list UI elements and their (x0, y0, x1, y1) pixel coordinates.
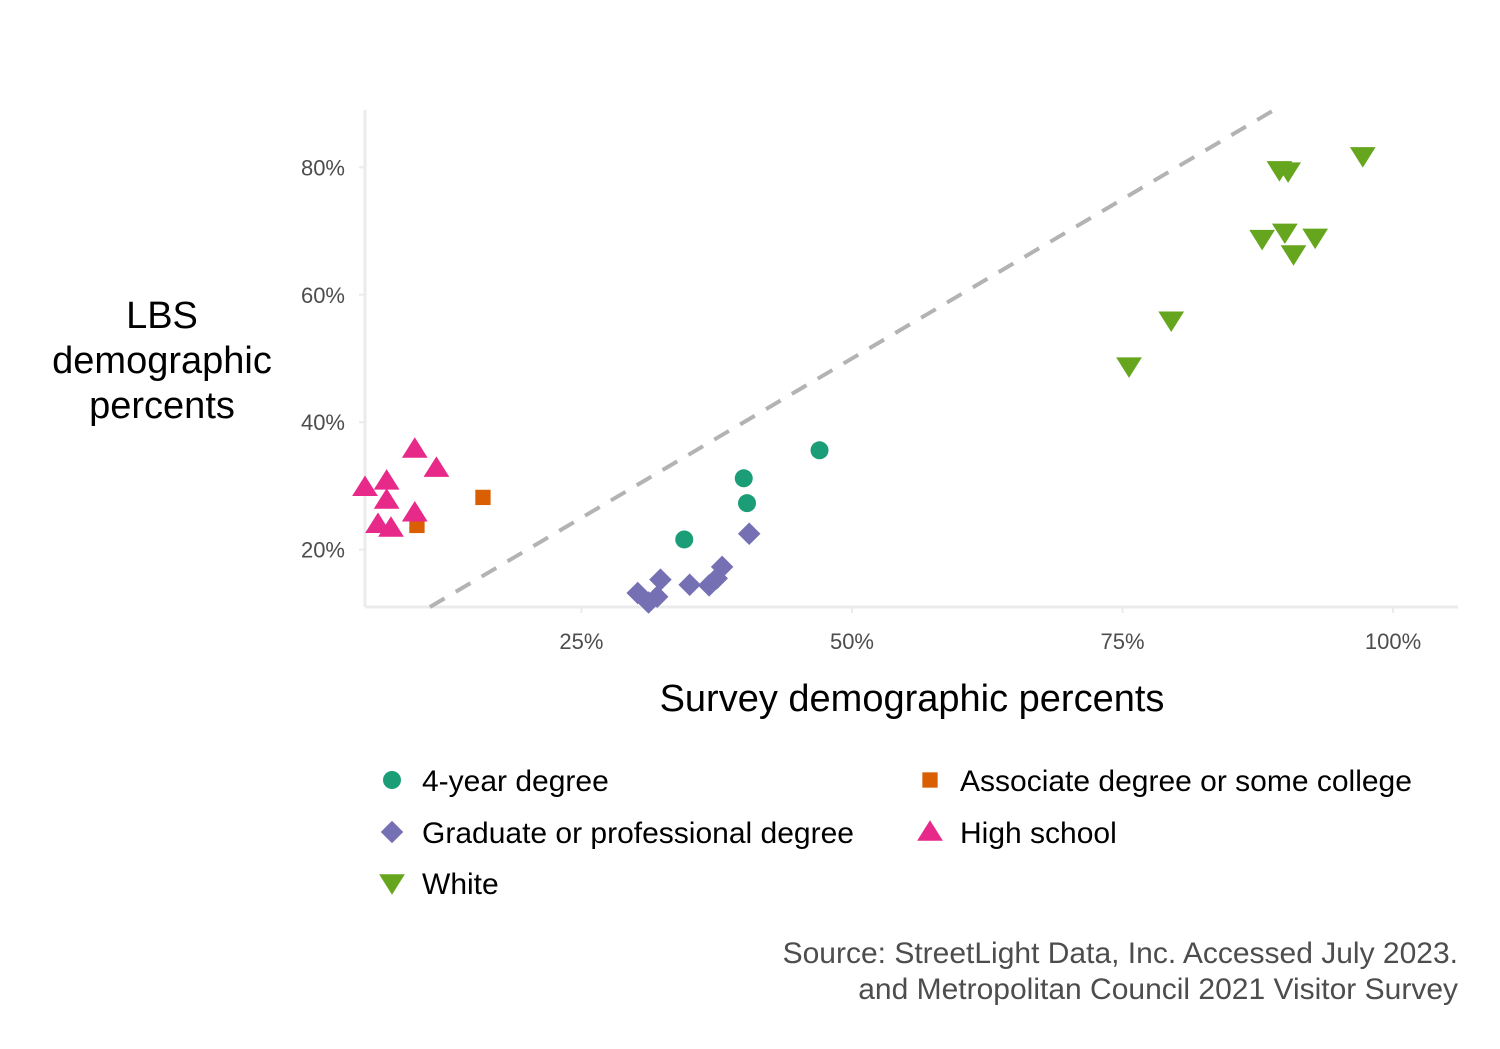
data-point-circle (675, 530, 694, 549)
data-point-triangle-down (1116, 357, 1142, 378)
caption-line: and Metropolitan Council 2021 Visitor Su… (858, 973, 1458, 1006)
data-points (352, 147, 1376, 614)
data-point-circle (738, 494, 757, 513)
data-point-diamond (678, 573, 701, 596)
data-point-triangle-up (401, 500, 428, 522)
data-point-triangle-down (1280, 245, 1307, 266)
y-tick-label: 80% (301, 155, 345, 180)
legend-item: Associate degree or some college (922, 765, 1412, 798)
legend-label: Graduate or professional degree (422, 817, 854, 850)
data-point-triangle-up (373, 469, 400, 490)
legend-key-diamond (380, 820, 404, 844)
caption-line: Source: StreetLight Data, Inc. Accessed … (783, 937, 1458, 970)
caption: Source: StreetLight Data, Inc. Accessed … (783, 937, 1458, 1006)
legend-item: 4-year degree (383, 765, 609, 798)
y-axis-title-line: percents (89, 385, 235, 427)
x-axis-title: Survey demographic percents (660, 678, 1165, 720)
y-tick-label: 60% (301, 283, 345, 308)
data-point-diamond (649, 568, 672, 591)
data-point-triangle-down (1302, 228, 1329, 250)
legend-label: High school (960, 817, 1117, 850)
data-point-triangle-up (373, 488, 400, 509)
data-point-square (409, 517, 425, 534)
data-point-circle (810, 441, 829, 460)
legend-item: White (379, 868, 499, 901)
x-tick-label: 75% (1101, 629, 1145, 654)
axes: 25% 50% 75% 100% 20% 40% 60% 80% (301, 110, 1458, 654)
y-axis-title-line: LBS (126, 295, 198, 337)
data-point-triangle-up (378, 516, 404, 537)
x-tick-label: 25% (559, 629, 603, 654)
legend-item: High school (917, 817, 1117, 850)
data-point-triangle-down (1158, 311, 1185, 332)
legend-item: Graduate or professional degree (380, 817, 854, 850)
data-point-triangle-up (423, 456, 450, 477)
legend-key-circle (383, 771, 401, 789)
data-point-triangle-up (352, 475, 378, 496)
identity-reference-line (428, 108, 1276, 609)
data-point-triangle-down (1349, 147, 1376, 168)
y-tick-label: 40% (301, 410, 345, 435)
data-point-triangle-down (1275, 162, 1301, 183)
legend: 4-year degree Associate degree or some co… (379, 765, 1412, 901)
x-tick-label: 50% (830, 629, 874, 654)
legend-key-triangle-up (917, 820, 943, 841)
legend-key-square (922, 772, 938, 788)
x-tick-label: 100% (1365, 629, 1421, 654)
data-point-triangle-down (1249, 229, 1275, 251)
y-tick-label: 20% (301, 538, 345, 563)
legend-label: Associate degree or some college (960, 765, 1412, 798)
data-point-triangle-up (401, 437, 428, 458)
data-point-triangle-down (1271, 223, 1298, 245)
legend-label: White (422, 868, 499, 901)
legend-key-triangle-down (379, 874, 405, 895)
y-axis-title-line: demographic (52, 340, 272, 382)
data-point-diamond (737, 522, 761, 545)
data-point-square (475, 489, 491, 506)
data-point-diamond (645, 585, 669, 609)
data-point-circle (734, 469, 753, 488)
reference-line-group (428, 108, 1276, 609)
data-point-diamond (710, 555, 734, 579)
legend-label: 4-year degree (422, 765, 609, 798)
